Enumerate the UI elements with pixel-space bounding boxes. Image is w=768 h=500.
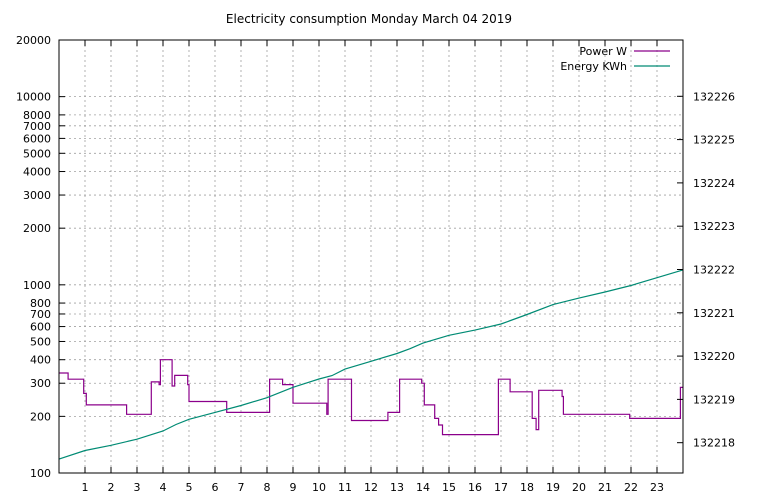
x-tick-label: 8 [264, 481, 271, 494]
y-left-tick-label: 200 [30, 410, 51, 423]
x-tick-label: 22 [624, 481, 638, 494]
y-left-tick-label: 100 [30, 467, 51, 480]
series-line-power-w [59, 359, 683, 436]
x-tick-label: 3 [134, 481, 141, 494]
legend-label-energy-kwh: Energy KWh [560, 60, 627, 73]
x-tick-label: 10 [312, 481, 326, 494]
series-line-energy-kwh [58, 269, 684, 460]
legend: Power W Energy KWh [560, 45, 670, 73]
y-left-tick-label: 3000 [23, 189, 51, 202]
x-tick-label: 5 [186, 481, 193, 494]
y-right-tick-label: 132219 [693, 393, 735, 406]
x-tick-label: 4 [160, 481, 167, 494]
y-right-tick-label: 132225 [693, 134, 735, 147]
x-tick-label: 19 [546, 481, 560, 494]
y-left-tick-label: 700 [30, 308, 51, 321]
x-tick-label: 9 [290, 481, 297, 494]
x-tick-label: 1 [82, 481, 89, 494]
y-right-tick-label: 132223 [693, 220, 735, 233]
y-left-tick-label: 10000 [16, 91, 51, 104]
legend-label-power-w: Power W [579, 45, 627, 58]
x-axis: 1 2 3 4 5 6 7 8 9 10 11 12 13 14 15 16 17 18 19 20 21 22 23 [82, 40, 664, 494]
grid [59, 40, 683, 473]
chart-title: Electricity consumption Monday March 04 … [226, 12, 512, 26]
x-tick-label: 15 [442, 481, 456, 494]
y-left-tick-label: 4000 [23, 166, 51, 179]
x-tick-label: 23 [650, 481, 664, 494]
y-left-tick-label: 300 [30, 377, 51, 390]
y-right-tick-label: 132224 [693, 177, 735, 190]
y-left-tick-label: 6000 [23, 132, 51, 145]
y-right-tick-label: 132221 [693, 307, 735, 320]
y-left-tick-label: 500 [30, 335, 51, 348]
y-right-tick-label: 132222 [693, 263, 735, 276]
x-tick-label: 18 [520, 481, 534, 494]
x-tick-label: 13 [390, 481, 404, 494]
y-left-tick-label: 5000 [23, 147, 51, 160]
y-left-tick-label: 400 [30, 354, 51, 367]
x-tick-label: 2 [108, 481, 115, 494]
y-left-tick-label: 600 [30, 321, 51, 334]
y-left-tick-label: 1000 [23, 279, 51, 292]
y-left-tick-label: 2000 [23, 222, 51, 235]
y-right-tick-label: 132220 [693, 350, 735, 363]
x-tick-label: 6 [212, 481, 219, 494]
x-tick-label: 11 [338, 481, 352, 494]
y-left-tick-label: 8000 [23, 109, 51, 122]
y-left-tick-label: 800 [30, 297, 51, 310]
y-left-tick-label: 20000 [16, 34, 51, 47]
x-tick-label: 12 [364, 481, 378, 494]
x-tick-label: 17 [494, 481, 508, 494]
y-right-tick-label: 132218 [693, 437, 735, 450]
series-layer [58, 269, 684, 460]
y-left-tick-label: 7000 [23, 120, 51, 133]
x-tick-label: 7 [238, 481, 245, 494]
x-tick-label: 16 [468, 481, 482, 494]
x-tick-label: 20 [572, 481, 586, 494]
x-tick-label: 21 [598, 481, 612, 494]
x-tick-label: 14 [416, 481, 430, 494]
y-axis-right: 132218 132219 132220 132221 132222 132223 1322… [677, 90, 735, 450]
y-right-tick-label: 132226 [693, 90, 735, 103]
